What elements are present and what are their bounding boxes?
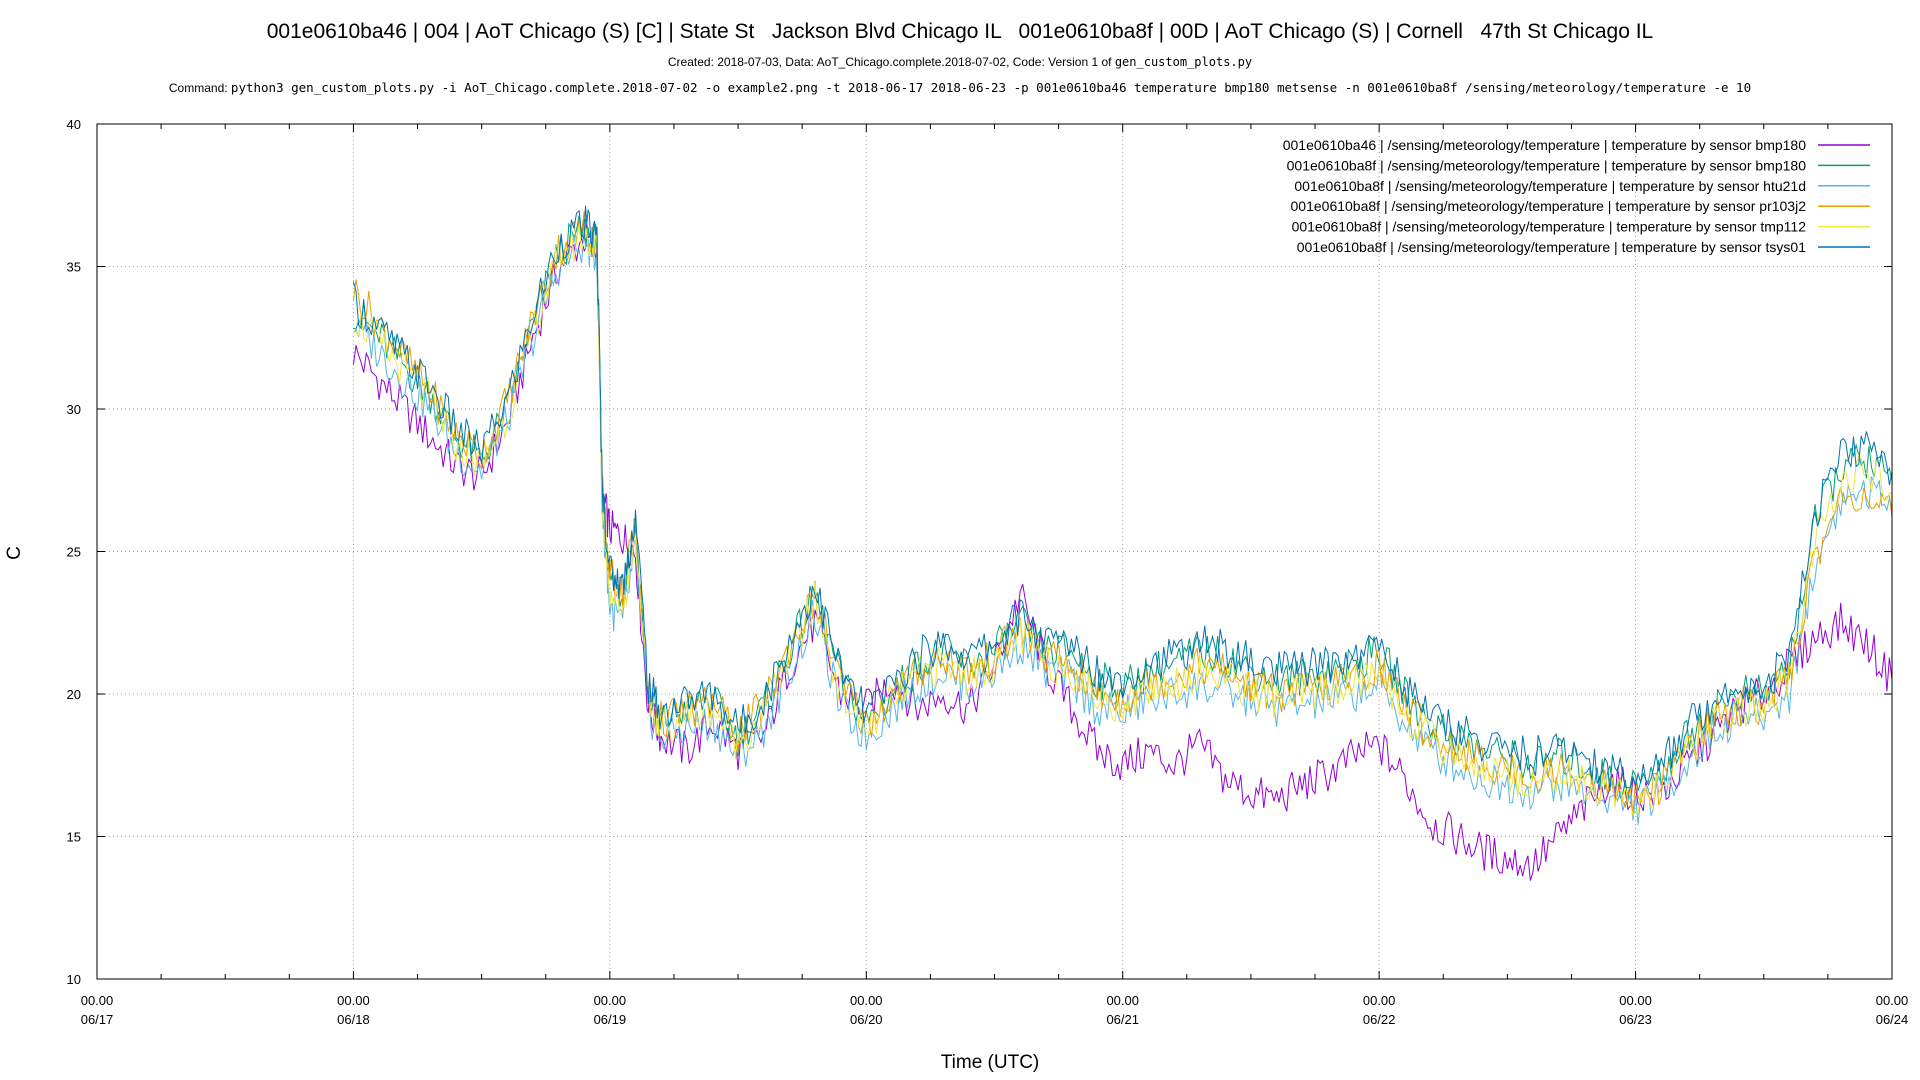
series-lines	[352, 205, 1893, 881]
legend-entry-label: 001e0610ba8f | /sensing/meteorology/temp…	[1297, 239, 1806, 255]
series-line-3	[353, 227, 1893, 826]
x-axis-ticks: 00.00 06/17 00.00 06/18 00.00 06/19 00.00 06/20…	[81, 124, 1909, 1027]
x-tick-label-date: 06/23	[1619, 1012, 1652, 1027]
command-label: Command:	[168, 81, 231, 95]
y-tick-label: 40	[67, 117, 81, 132]
x-tick-label-date: 06/20	[850, 1012, 883, 1027]
y-tick-label: 20	[67, 687, 81, 702]
legend-entry-label: 001e0610ba46 | /sensing/meteorology/temp…	[1283, 137, 1806, 153]
x-tick-label-time: 00.00	[337, 993, 370, 1008]
subtitle-code: gen_custom_plots.py	[1114, 55, 1253, 69]
chart-command: Command: python3 gen_custom_plots.py -i …	[0, 80, 1920, 95]
subtitle-text: Created: 2018-07-03, Data: AoT_Chicago.c…	[667, 55, 1115, 69]
y-tick-label: 35	[67, 260, 81, 275]
x-axis-label: Time (UTC)	[941, 1052, 1040, 1073]
chart-title: 001e0610ba46 | 004 | AoT Chicago (S) [C]…	[266, 20, 1654, 43]
y-tick-label: 25	[67, 545, 81, 560]
x-tick-label-date: 06/22	[1363, 1012, 1396, 1027]
x-tick-label-date: 06/19	[594, 1012, 627, 1027]
x-tick-label-time: 00.00	[81, 993, 114, 1008]
x-tick-label-date: 06/17	[81, 1012, 114, 1027]
x-tick-label-date: 06/24	[1876, 1012, 1909, 1027]
series-line-6	[352, 205, 1893, 791]
x-tick-label-date: 06/18	[337, 1012, 370, 1027]
legend-entry-label: 001e0610ba8f | /sensing/meteorology/temp…	[1291, 198, 1807, 214]
y-tick-label: 10	[67, 972, 81, 987]
command-text: python3 gen_custom_plots.py -i AoT_Chica…	[230, 80, 1752, 95]
x-tick-label-time: 00.00	[1363, 993, 1396, 1008]
x-tick-label-time: 00.00	[1106, 993, 1139, 1008]
y-tick-label: 30	[67, 402, 81, 417]
y-tick-label: 15	[67, 830, 81, 845]
x-tick-label-time: 00.00	[1619, 993, 1652, 1008]
x-tick-label-date: 06/21	[1106, 1012, 1139, 1027]
legend-entry-label: 001e0610ba8f | /sensing/meteorology/temp…	[1294, 178, 1806, 194]
legend-entry-label: 001e0610ba8f | /sensing/meteorology/temp…	[1287, 157, 1807, 173]
x-tick-label-time: 00.00	[1876, 993, 1909, 1008]
x-tick-label-time: 00.00	[850, 993, 883, 1008]
y-axis-ticks: 10 15 20 25 30 35 40	[67, 117, 1892, 987]
grid-lines	[97, 124, 1892, 979]
legend: 001e0610ba46 | /sensing/meteorology/temp…	[1283, 137, 1870, 255]
legend-entry-label: 001e0610ba8f | /sensing/meteorology/temp…	[1292, 219, 1807, 235]
chart-subtitle: Created: 2018-07-03, Data: AoT_Chicago.c…	[0, 55, 1920, 69]
y-axis-label: C	[4, 546, 25, 560]
x-tick-label-time: 00.00	[594, 993, 627, 1008]
